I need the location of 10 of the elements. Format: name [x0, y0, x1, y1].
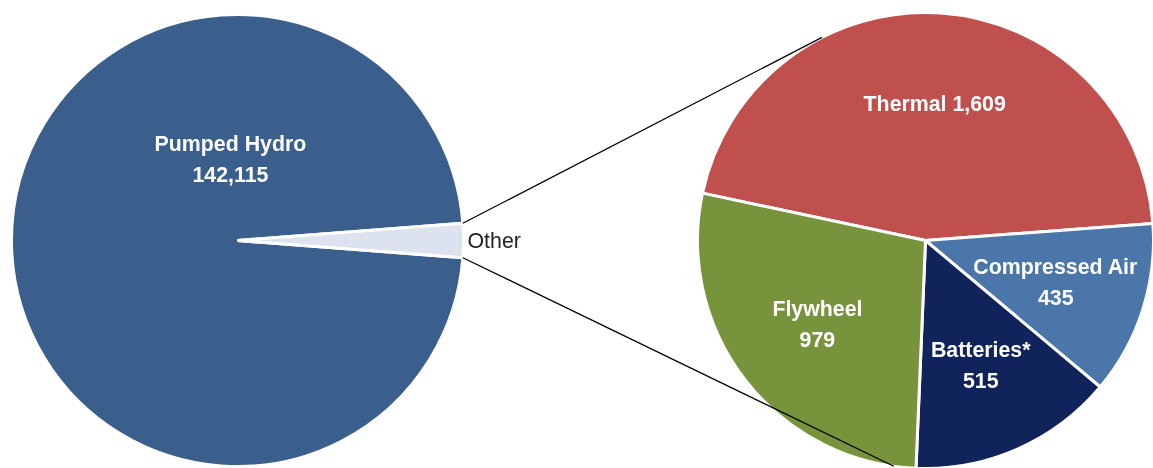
- slice-label: Other: [467, 228, 521, 253]
- slice-label: Compressed Air: [973, 254, 1138, 279]
- slice-label: Thermal 1,609: [863, 92, 1006, 117]
- data-label: 142,115: [192, 163, 269, 188]
- slice-label: Flywheel: [772, 296, 863, 321]
- data-label: 979: [799, 327, 836, 352]
- slice-label: Pumped Hydro: [154, 131, 307, 156]
- slice-label: Batteries*: [930, 338, 1032, 363]
- data-label: 435: [1037, 286, 1074, 311]
- data-label: 515: [962, 369, 999, 394]
